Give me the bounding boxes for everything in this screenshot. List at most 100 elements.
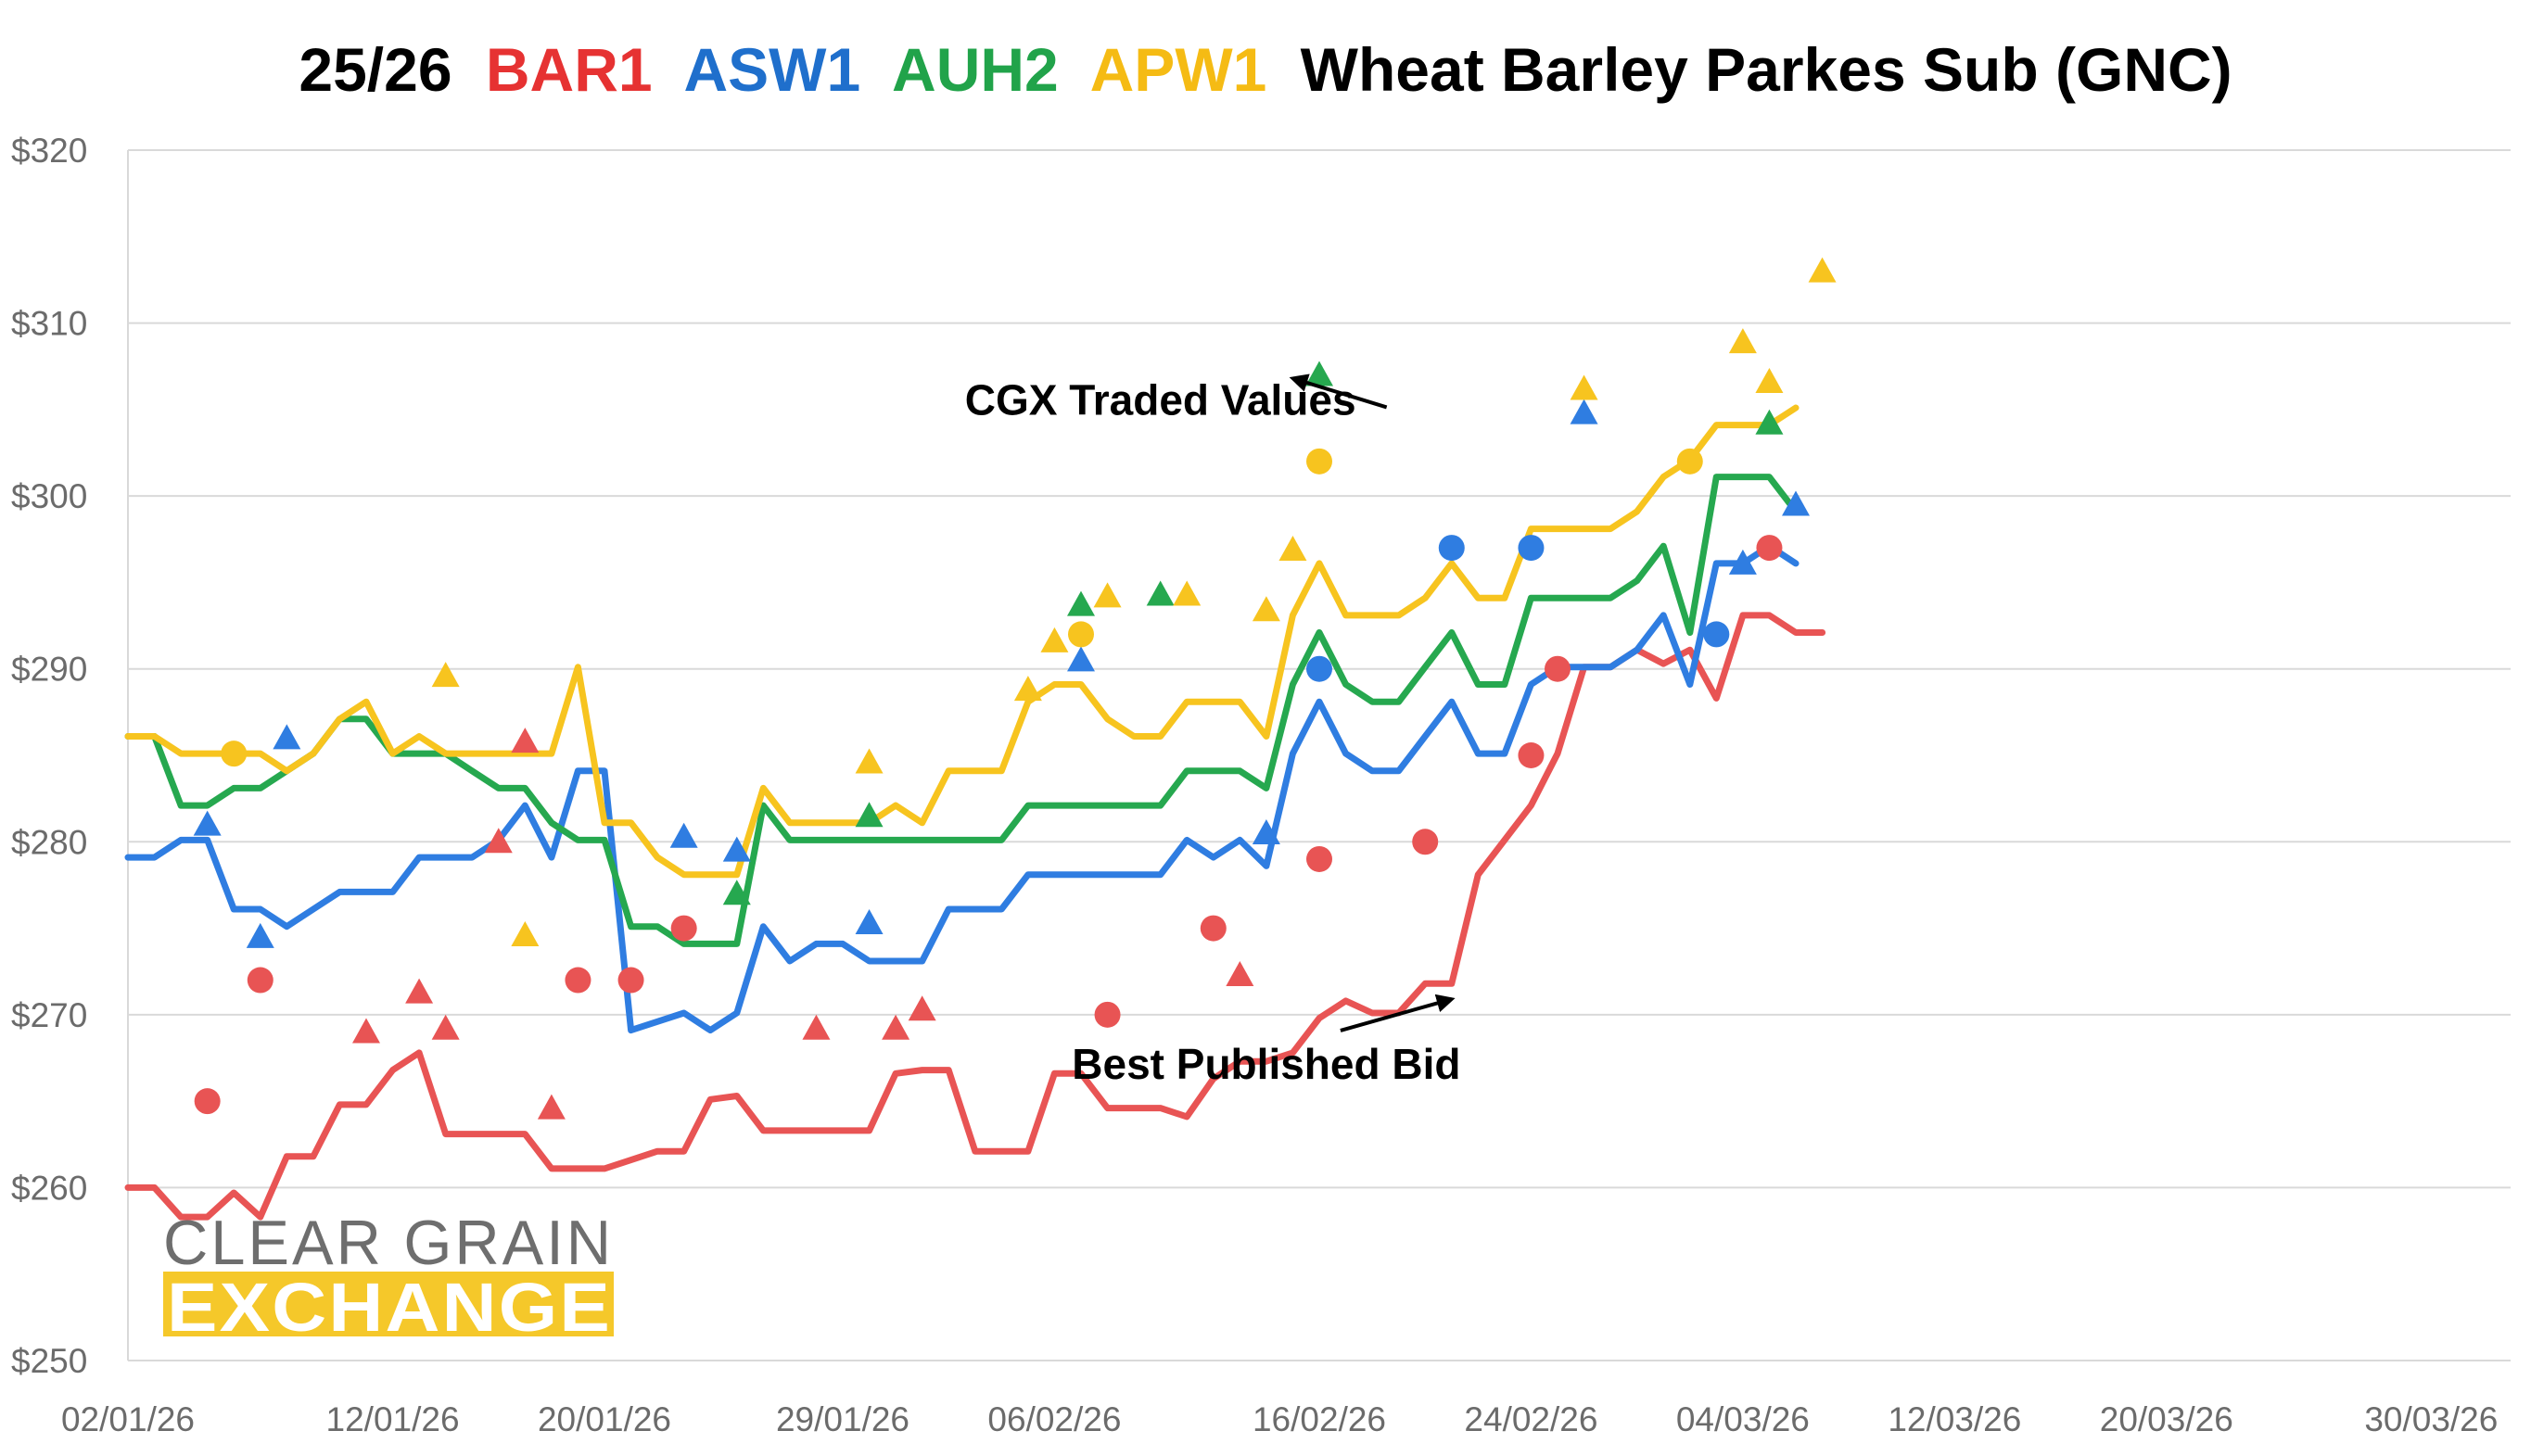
annotation-label: Best Published Bid — [1072, 1040, 1460, 1088]
annotation-arrow — [1340, 994, 1456, 1032]
title-prefix: 25/26 — [299, 35, 452, 104]
traded-point-triangle — [855, 908, 884, 934]
traded-point-circle — [1200, 915, 1227, 942]
y-tick-label: $320 — [11, 132, 87, 170]
traded-point-triangle — [1728, 549, 1757, 575]
traded-point-triangle — [1252, 818, 1280, 844]
traded-point-circle — [617, 967, 644, 994]
traded-point-circle — [247, 967, 273, 994]
annotation-arrow — [1289, 373, 1388, 410]
traded-point-circle — [221, 741, 248, 767]
traded-value-markers — [193, 257, 1837, 1120]
traded-point-triangle — [1252, 596, 1280, 622]
traded-point-triangle — [722, 836, 751, 862]
y-tick-label: $260 — [11, 1169, 87, 1207]
chart-title: 25/26 BAR1 ASW1 AUH2 APW1 Wheat Barley P… — [299, 35, 2232, 104]
traded-point-triangle — [1755, 368, 1784, 394]
traded-point-triangle — [1782, 490, 1810, 516]
series-line-apw1 — [124, 404, 1800, 879]
annotations: CGX Traded Values Best Published Bid — [965, 373, 1460, 1088]
title-suffix: Wheat Barley Parkes Sub (GNC) — [1301, 35, 2232, 104]
traded-point-triangle — [1278, 535, 1307, 561]
x-tick-label: 29/01/26 — [776, 1400, 909, 1438]
x-tick-label: 12/01/26 — [326, 1400, 460, 1438]
traded-point-triangle — [722, 880, 751, 905]
traded-point-triangle — [1146, 580, 1175, 606]
traded-point-triangle — [855, 748, 884, 774]
traded-point-circle — [1306, 845, 1332, 872]
title-grade-auh2: AUH2 — [892, 35, 1059, 104]
traded-point-triangle — [431, 662, 460, 688]
title-grade-asw1: ASW1 — [683, 35, 860, 104]
traded-point-circle — [670, 915, 697, 942]
traded-point-circle — [1518, 535, 1545, 562]
x-tick-label: 16/02/26 — [1253, 1400, 1386, 1438]
traded-point-circle — [565, 967, 591, 994]
traded-point-circle — [1438, 535, 1465, 562]
x-tick-label: 20/03/26 — [2100, 1400, 2233, 1438]
y-tick-label: $300 — [11, 477, 87, 515]
traded-point-triangle — [1570, 399, 1598, 424]
x-tick-label: 04/03/26 — [1676, 1400, 1810, 1438]
traded-point-triangle — [511, 728, 540, 753]
y-tick-label: $310 — [11, 305, 87, 343]
series-lines — [124, 404, 1826, 1221]
traded-point-circle — [1412, 829, 1439, 855]
traded-point-triangle — [1305, 361, 1333, 386]
clear-grain-exchange-logo: CLEAR GRAIN EXCHANGE — [163, 1208, 614, 1346]
traded-point-circle — [1094, 1001, 1121, 1028]
traded-point-triangle — [855, 802, 884, 828]
series-line-auh2 — [124, 474, 1800, 947]
x-tick-label: 20/01/26 — [538, 1400, 671, 1438]
traded-point-triangle — [1067, 646, 1095, 672]
traded-point-triangle — [537, 1094, 566, 1120]
y-tick-label: $250 — [11, 1342, 87, 1380]
traded-point-circle — [1306, 655, 1332, 682]
y-tick-label: $270 — [11, 996, 87, 1034]
x-tick-label: 12/03/26 — [1888, 1400, 2021, 1438]
annotation-label: CGX Traded Values — [965, 375, 1356, 424]
traded-point-circle — [1518, 742, 1545, 768]
traded-point-triangle — [484, 828, 513, 854]
x-tick-label: 02/01/26 — [61, 1400, 195, 1438]
traded-point-triangle — [405, 978, 434, 1004]
traded-point-triangle — [193, 810, 222, 836]
traded-point-circle — [1545, 655, 1571, 682]
traded-point-triangle — [1040, 627, 1069, 652]
y-axis: $250 $260 $270 $280 $290 $300 $310 $320 — [11, 132, 87, 1380]
traded-point-triangle — [1570, 374, 1598, 400]
traded-point-triangle — [511, 921, 540, 947]
x-axis: 02/01/26 12/01/26 20/01/26 29/01/26 06/02/26… — [61, 1400, 2498, 1438]
traded-point-triangle — [1808, 257, 1837, 283]
series-line-bar1 — [124, 612, 1826, 1221]
traded-point-triangle — [1755, 409, 1784, 435]
traded-point-circle — [1703, 621, 1730, 648]
traded-point-triangle — [882, 1014, 910, 1040]
traded-point-triangle — [273, 724, 301, 750]
logo-line-1: CLEAR GRAIN — [163, 1208, 614, 1278]
traded-point-circle — [1676, 448, 1703, 475]
logo-band — [163, 1272, 614, 1336]
traded-point-triangle — [246, 922, 274, 948]
traded-point-circle — [1306, 448, 1332, 475]
x-tick-label: 30/03/26 — [2364, 1400, 2498, 1438]
traded-point-triangle — [1093, 582, 1122, 608]
traded-point-triangle — [1728, 328, 1757, 354]
traded-point-triangle — [1226, 960, 1254, 986]
traded-point-circle — [194, 1088, 221, 1115]
traded-point-triangle — [431, 1014, 460, 1040]
title-grade-apw1: APW1 — [1090, 35, 1267, 104]
y-tick-label: $280 — [11, 823, 87, 861]
traded-point-circle — [1756, 535, 1783, 562]
traded-point-circle — [1068, 621, 1094, 648]
x-tick-label: 06/02/26 — [987, 1400, 1121, 1438]
x-tick-label: 24/02/26 — [1464, 1400, 1597, 1438]
traded-point-triangle — [352, 1018, 380, 1044]
title-grade-bar1: BAR1 — [486, 35, 653, 104]
traded-point-triangle — [669, 822, 698, 848]
traded-point-triangle — [908, 995, 936, 1021]
logo-line-2: EXCHANGE — [167, 1269, 612, 1346]
traded-point-triangle — [1067, 590, 1095, 616]
traded-point-triangle — [802, 1014, 831, 1040]
